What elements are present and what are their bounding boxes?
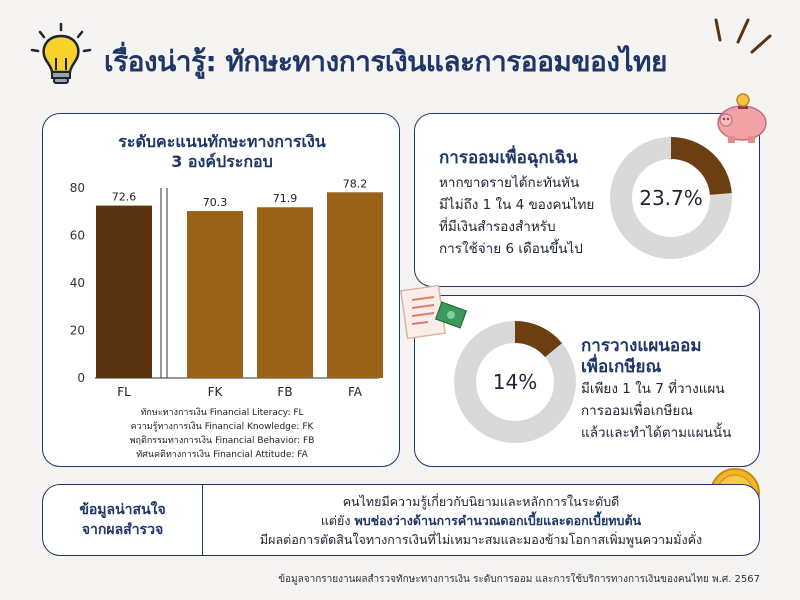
legend-fb: พฤติกรรมทางการเงิน Financial Behavior: F… <box>129 436 315 446</box>
y-tick-label: 0 <box>77 371 85 385</box>
legend-fa: ทัศนคติทางการเงิน Financial Attitude: FA <box>136 450 308 460</box>
insight-line-2: แต่ยัง พบช่องว่างด้านการคำนวณดอกเบี้ยและ… <box>321 511 641 530</box>
retirement-line-1: มีเพียง 1 ใน 7 ที่วางแผน <box>581 381 725 397</box>
insight-line-2-prefix: แต่ยัง <box>320 512 355 528</box>
insight-heading-line-1: ข้อมูลน่าสนใจ <box>79 502 166 518</box>
y-tick-label: 40 <box>70 276 85 290</box>
donut-value-arc <box>514 321 562 358</box>
legend-fl: ทักษะทางการเงิน Financial Literacy: FL <box>140 408 304 418</box>
insight-highlight: พบช่องว่างด้านการคำนวณดอกเบี้ยและดอกเบี้… <box>354 512 642 528</box>
emergency-line-3: ที่มีเงินสำรองสำหรับ <box>439 219 556 235</box>
y-tick-label: 20 <box>70 324 85 338</box>
insight-line-3: มีผลต่อการตัดสินใจทางการเงินที่ไม่เหมาะส… <box>259 531 703 547</box>
bar-value-label: 72.6 <box>112 191 137 204</box>
insight-card: ข้อมูลน่าสนใจ จากผลสำรวจ คนไทยมีความรู้เ… <box>42 484 760 556</box>
retirement-value: 14% <box>492 370 538 394</box>
bar-value-label: 71.9 <box>273 192 298 205</box>
source-note: ข้อมูลจากรายงานผลสำรวจทักษะทางการเงิน ระ… <box>278 574 760 585</box>
retirement-line-2: การออมเพื่อเกษียณ <box>581 403 693 419</box>
retirement-title-2: เพื่อเกษียณ <box>581 357 662 377</box>
bar-fa <box>327 192 383 378</box>
emergency-title: การออมเพื่อฉุกเฉิน <box>439 148 578 168</box>
y-tick-label: 80 <box>70 181 85 195</box>
document-money-icon <box>399 284 468 340</box>
x-tick-label: FL <box>117 385 131 399</box>
chart-card: ระดับคะแนนทักษะทางการเงิน 3 องค์ประกอบ 0… <box>42 113 400 467</box>
emergency-savings-card: การออมเพื่อฉุกเฉิน หากขาดรายได้กะทันหัน … <box>414 113 760 287</box>
x-tick-label: FA <box>348 385 363 399</box>
bar-value-label: 78.2 <box>343 177 368 190</box>
emergency-value: 23.7% <box>639 186 703 210</box>
insight-heading-line-2: จากผลสำรวจ <box>81 522 164 538</box>
x-tick-label: FK <box>208 385 224 399</box>
piggy-bank-icon <box>717 93 767 143</box>
retirement-card: 14% การวางแผนออม เพื่อเกษียณ มีเพียง 1 ใ… <box>414 295 760 467</box>
donut-value-arc <box>670 137 732 196</box>
retirement-line-3: แล้วและทำได้ตามแผนนั้น <box>581 425 732 441</box>
emergency-line-2: มีไม่ถึง 1 ใน 4 ของคนไทย <box>439 197 595 213</box>
chart-subtitle: 3 องค์ประกอบ <box>171 152 273 171</box>
page-title: เรื่องน่ารู้: ทักษะทางการเงินและการออมขอ… <box>104 45 667 78</box>
retirement-title-1: การวางแผนออม <box>581 336 702 356</box>
retirement-donut <box>454 321 576 443</box>
bar-fb <box>257 207 313 378</box>
decorative-lines-icon <box>714 18 772 54</box>
chart-title: ระดับคะแนนทักษะทางการเงิน <box>118 132 326 151</box>
insight-line-1: คนไทยมีความรู้เกี่ยวกับนิยามและหลักการใน… <box>342 493 620 509</box>
insight-body: คนไทยมีความรู้เกี่ยวกับนิยามและหลักการใน… <box>203 485 759 555</box>
emergency-donut <box>610 137 732 259</box>
lightbulb-icon <box>30 22 92 84</box>
bar-fl <box>96 205 152 378</box>
insight-heading: ข้อมูลน่าสนใจ จากผลสำรวจ <box>43 485 203 555</box>
emergency-line-4: การใช้จ่าย 6 เดือนขึ้นไป <box>439 241 583 257</box>
y-tick-label: 60 <box>70 229 85 243</box>
legend-fk: ความรู้ทางการเงิน Financial Knowledge: F… <box>130 422 314 432</box>
bar-fk <box>187 211 243 378</box>
bar-value-label: 70.3 <box>203 196 228 209</box>
emergency-line-1: หากขาดรายได้กะทันหัน <box>439 175 580 191</box>
bar-chart: 0 20 40 60 80 72.6 FL 70.3 FK 71.9 FB 78.2 FA <box>70 177 383 399</box>
x-tick-label: FB <box>277 385 292 399</box>
